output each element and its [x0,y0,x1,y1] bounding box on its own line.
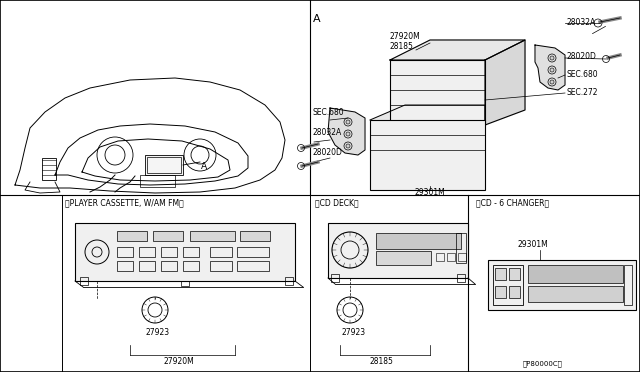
Bar [376,251,431,265]
Bar [80,277,88,285]
Bar [153,231,183,241]
Text: 28020D: 28020D [313,148,343,157]
Bar [181,281,189,286]
Bar [456,233,466,263]
Text: 〈P80000C〉: 〈P80000C〉 [523,360,563,367]
Text: 28032A: 28032A [313,128,342,137]
Bar [42,158,56,180]
Text: SEC.680: SEC.680 [313,108,344,117]
Bar [285,277,293,285]
Text: SEC.272: SEC.272 [567,88,598,97]
Bar [509,286,520,298]
Bar [75,223,295,281]
Text: 27920M: 27920M [390,32,420,41]
Text: A: A [201,161,207,170]
Bar [183,247,199,257]
Bar [376,233,461,249]
Circle shape [550,80,554,84]
Bar [237,261,269,271]
Text: SEC.680: SEC.680 [567,70,598,79]
Bar [62,195,310,372]
Text: 29301M: 29301M [518,240,548,249]
Circle shape [346,144,350,148]
Circle shape [550,56,554,60]
Bar [370,120,485,190]
Text: 〈CD - 6 CHANGER〉: 〈CD - 6 CHANGER〉 [476,198,549,207]
Polygon shape [535,45,565,90]
Bar [436,253,444,261]
Bar [237,247,269,257]
Text: 27920M: 27920M [163,357,194,366]
Bar [458,253,466,261]
Bar [161,247,177,257]
Circle shape [346,132,350,136]
Text: 28185: 28185 [390,42,414,51]
Bar [117,247,133,257]
Bar [624,265,632,305]
Bar [457,274,465,282]
Bar [328,223,468,278]
Bar [117,261,133,271]
Bar [493,265,523,305]
Bar [161,261,177,271]
Text: 〈CD DECK〉: 〈CD DECK〉 [315,198,358,207]
Polygon shape [328,108,365,155]
Bar [447,253,455,261]
Text: 28032A: 28032A [567,18,596,27]
Bar [331,274,339,282]
Bar [147,157,181,173]
Bar [528,286,623,302]
Text: 27923: 27923 [342,328,366,337]
Bar [145,155,183,175]
Bar [190,231,235,241]
Bar [210,261,232,271]
Text: 〈PLAYER CASSETTE, W/AM FM〉: 〈PLAYER CASSETTE, W/AM FM〉 [65,198,184,207]
Bar [528,265,623,283]
Bar [488,260,636,310]
Text: A: A [313,14,321,24]
Bar [183,261,199,271]
Bar [390,60,485,125]
Bar [139,261,155,271]
Text: 28020D: 28020D [567,52,597,61]
Circle shape [550,68,554,72]
Circle shape [346,120,350,124]
Text: 27923: 27923 [145,328,169,337]
Text: 28185: 28185 [370,357,394,366]
Bar [495,286,506,298]
Polygon shape [370,105,485,120]
Bar [117,231,147,241]
Bar [210,247,232,257]
Bar [139,247,155,257]
Bar [495,268,506,280]
Bar [509,268,520,280]
Bar [240,231,270,241]
Bar [140,175,175,187]
Polygon shape [390,40,525,60]
Text: 29301M: 29301M [415,188,445,197]
Polygon shape [485,40,525,125]
